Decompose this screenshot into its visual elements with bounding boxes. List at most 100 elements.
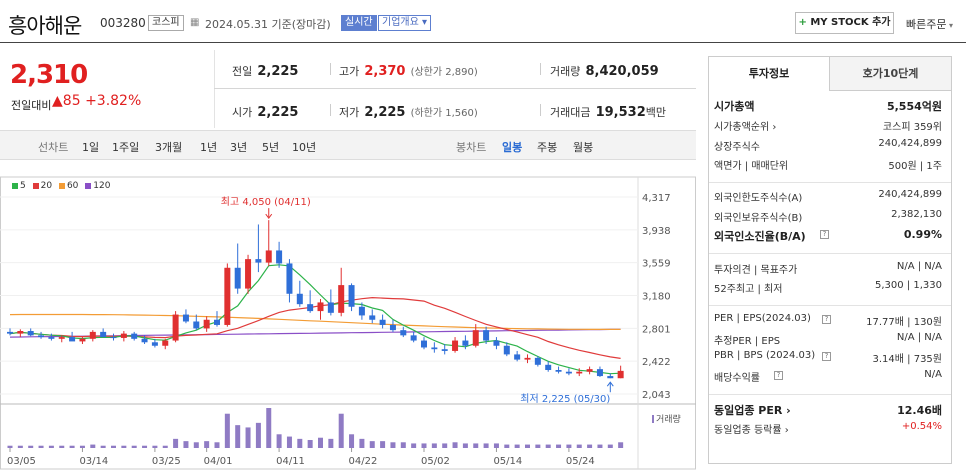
y-tick-label: 2,043 xyxy=(642,390,671,401)
candle-daily[interactable]: 일봉 xyxy=(502,141,523,154)
range-1y[interactable]: 1년 xyxy=(200,141,218,154)
ma120-swatch xyxy=(85,182,92,189)
candle-body xyxy=(462,340,469,346)
realtime-badge[interactable]: 실시간 xyxy=(341,15,377,31)
candle-body xyxy=(358,306,365,316)
tab-order-book[interactable]: 호가10단계 xyxy=(829,57,951,91)
candle-body xyxy=(203,319,210,329)
volume-bar xyxy=(576,444,582,448)
volume-bar xyxy=(452,442,458,448)
amount-value: 19,532 xyxy=(595,105,646,120)
volume-bar xyxy=(7,445,13,448)
candle-body xyxy=(100,331,107,338)
panel-row-value: 코스피 359위 xyxy=(882,122,942,133)
ma5-swatch xyxy=(12,182,18,189)
candle-weekly[interactable]: 주봉 xyxy=(537,141,558,154)
stock-chart[interactable]: 4,317 3,938 3,559 3,180 2,801 2,422 2,043 최고 4,… xyxy=(0,160,700,470)
low-arrow-head xyxy=(606,381,614,387)
panel-row-key[interactable]: 시가총액순위 › xyxy=(714,122,777,133)
panel-row-value: 2,382,130 xyxy=(891,209,942,220)
candle-body xyxy=(617,370,624,379)
help-icon[interactable]: ? xyxy=(820,230,829,239)
candle-body xyxy=(296,293,303,305)
ma20-line xyxy=(9,296,621,359)
line-chart-label[interactable]: 선차트 xyxy=(38,141,69,154)
change-value: ▲85 +3.82% xyxy=(52,93,141,109)
range-5y[interactable]: 5년 xyxy=(262,141,280,154)
volume-bar xyxy=(359,438,365,448)
low-label: 저가 xyxy=(339,106,360,119)
stock-name: 흥아해운 xyxy=(8,14,82,38)
panel-row-value: N/A | N/A xyxy=(896,261,942,272)
ma60-label: 60 xyxy=(66,181,79,191)
panel-row-key: 외국인한도주식수(A) xyxy=(714,193,803,204)
candle-body xyxy=(534,357,541,365)
candle-body xyxy=(421,340,427,348)
volume-bar xyxy=(121,445,127,448)
volume-bar xyxy=(266,408,272,448)
tab-investment-info[interactable]: 투자정보 xyxy=(709,57,829,91)
candle-body xyxy=(348,285,355,307)
panel-row-key[interactable]: 동일업종 등락률 › xyxy=(714,425,789,436)
candle-body xyxy=(48,337,55,339)
range-3y[interactable]: 3년 xyxy=(230,141,248,154)
volume-bar xyxy=(142,445,148,448)
candle-body xyxy=(565,371,572,374)
help-icon[interactable]: ? xyxy=(774,371,783,380)
volume-bar xyxy=(473,443,479,448)
volume-bar xyxy=(328,438,334,448)
volume-bar xyxy=(462,443,468,448)
candle-body xyxy=(265,250,272,263)
calendar-icon: ▦ xyxy=(190,17,200,28)
mystock-add-button[interactable]: + MY STOCK 추가 xyxy=(795,12,894,34)
date-text: 2024.05.31 기준(장마감) xyxy=(205,18,331,31)
y-tick-label: 3,938 xyxy=(642,226,671,237)
candle-body xyxy=(214,319,220,325)
ma20-label: 20 xyxy=(40,181,53,191)
help-icon[interactable]: ? xyxy=(822,315,831,324)
panel-row-key: 배당수익률 xyxy=(714,373,760,384)
change-percent: +3.82% xyxy=(85,93,142,109)
volume-bar xyxy=(90,444,96,448)
range-1d[interactable]: 1일 xyxy=(82,141,100,154)
chevron-down-icon: ▾ xyxy=(946,21,954,30)
amount-unit: 백만 xyxy=(645,106,666,119)
candle-body xyxy=(472,330,479,346)
panel-row-key: PER | EPS(2024.03) xyxy=(714,313,811,324)
prev-close: 전일 2,225 xyxy=(232,60,298,79)
candle-chart-label[interactable]: 봉차트 xyxy=(456,141,487,154)
candle-monthly[interactable]: 월봉 xyxy=(573,141,594,154)
candle-body xyxy=(586,369,593,372)
range-3m[interactable]: 3개월 xyxy=(155,141,183,154)
ma5-line xyxy=(9,264,621,375)
candle-body xyxy=(389,324,396,331)
panel-row-key: 52주최고 | 최저 xyxy=(714,284,783,295)
volume: 거래량 8,420,059 xyxy=(550,60,659,79)
volume-bar xyxy=(193,442,199,448)
quote-row-divider xyxy=(214,88,696,89)
range-10y[interactable]: 10년 xyxy=(292,141,317,154)
candle-body xyxy=(338,285,345,313)
ma60-line xyxy=(9,313,621,330)
panel-row-key[interactable]: 동일업종 PER › xyxy=(714,404,791,417)
volume-bar xyxy=(504,444,510,448)
quick-order-label: 빠른주문 xyxy=(906,18,947,31)
panel-row-value: N/A | N/A xyxy=(896,332,942,343)
volume-bar xyxy=(286,436,292,448)
candle-body xyxy=(369,315,376,320)
volume-bar xyxy=(297,438,303,448)
help-icon[interactable]: ? xyxy=(822,352,831,361)
low-annotation: 최저 2,225 (05/30) xyxy=(520,393,610,405)
high-value: 2,370 xyxy=(364,64,406,79)
volume-bar xyxy=(204,441,210,448)
volume-bar xyxy=(525,444,530,448)
amount-label: 거래대금 xyxy=(550,106,591,119)
company-overview-dropdown[interactable]: 기업개요 ▾ xyxy=(378,15,431,31)
range-1w[interactable]: 1주일 xyxy=(112,141,140,154)
trade-amount: 거래대금 19,532백만 xyxy=(550,101,666,120)
panel-row-key: 투자의견 | 목표주가 xyxy=(714,265,798,276)
quick-order-link[interactable]: 빠른주문 ▾ xyxy=(906,16,953,32)
panel-row-key: 시가총액 xyxy=(714,100,755,113)
panel-row-key: PBR | BPS (2024.03) xyxy=(714,350,816,361)
volume-bar xyxy=(390,442,396,448)
